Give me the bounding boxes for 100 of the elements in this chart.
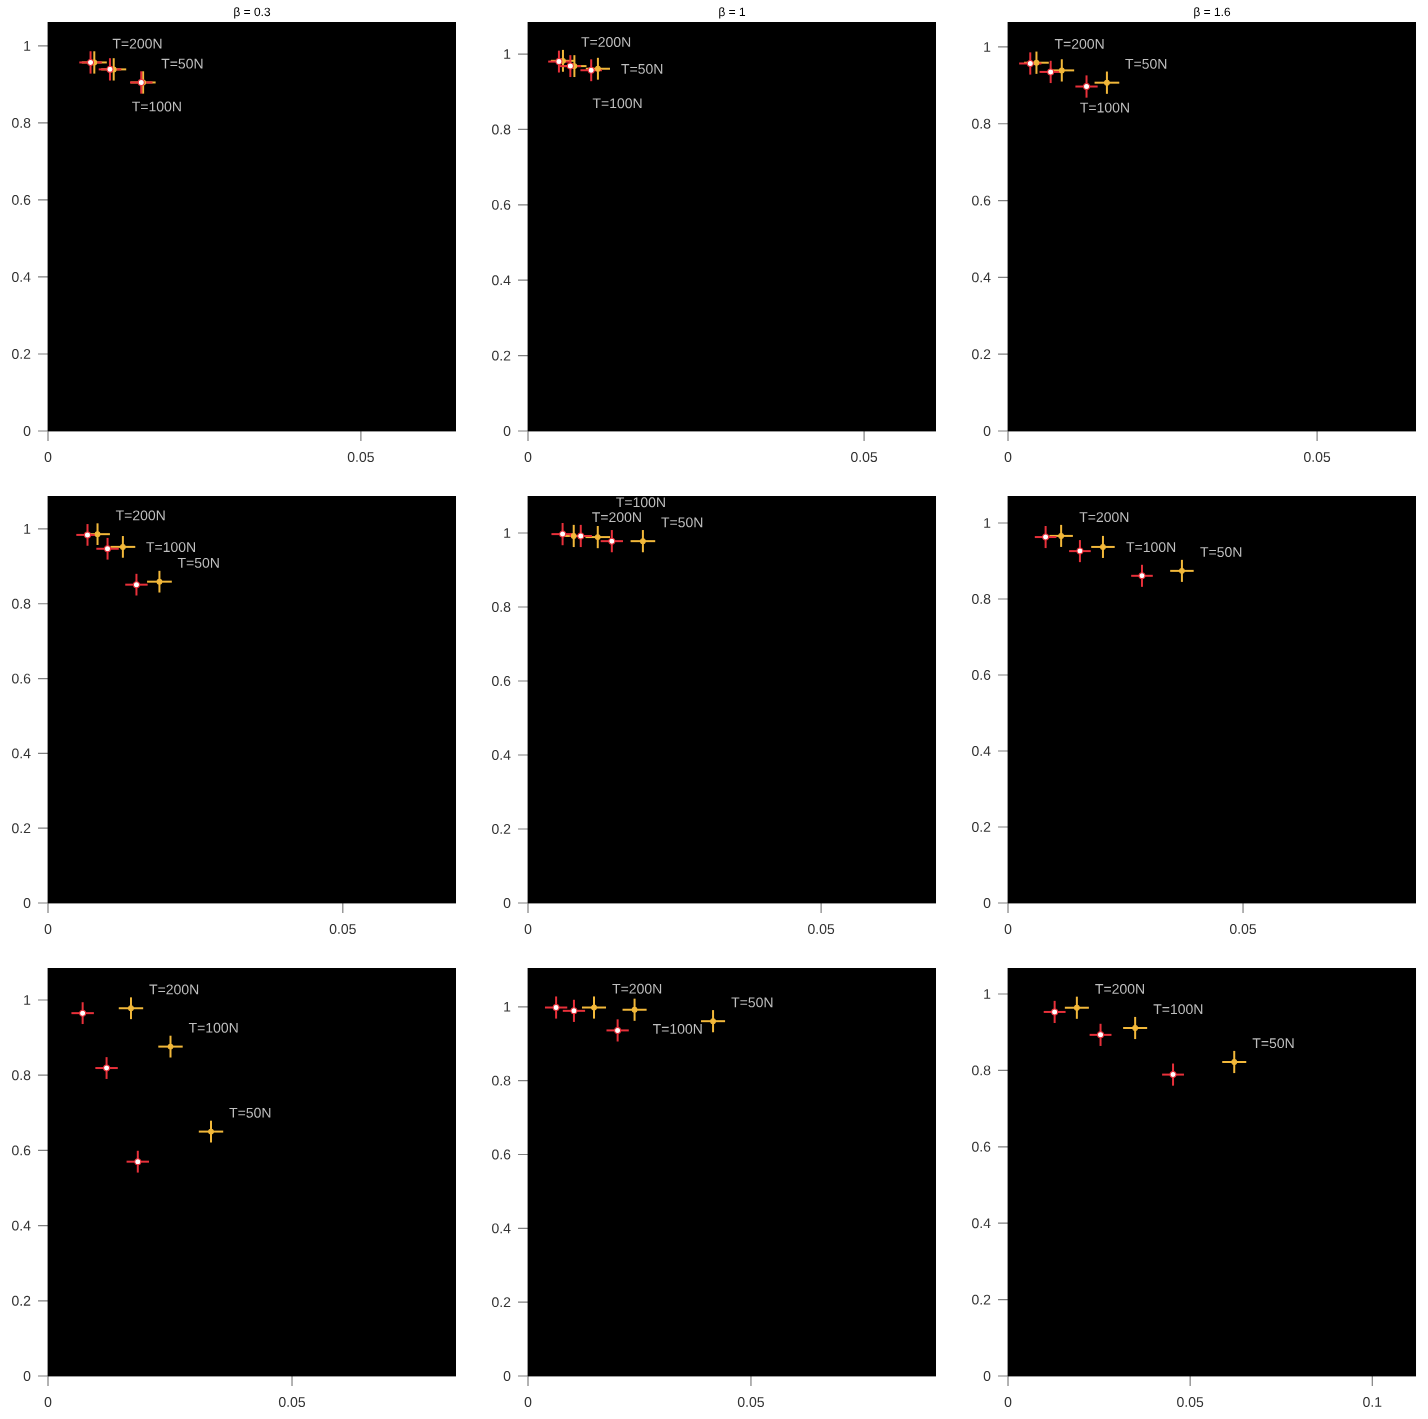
- point: [1051, 1008, 1059, 1016]
- chart-title: β = 0.3: [234, 7, 271, 19]
- y-tick-label: 0.6: [972, 670, 991, 680]
- annotation: T=100N: [1080, 102, 1129, 113]
- annotation: T=50N: [1125, 58, 1167, 69]
- x-tick-label: 0.05: [1229, 924, 1257, 934]
- point: [1042, 533, 1050, 541]
- y-tick-label: 0.4: [492, 1223, 511, 1234]
- point: [1138, 572, 1146, 580]
- y-tick-label: 0.2: [972, 349, 991, 360]
- x-tick-label: 0.05: [1304, 452, 1331, 462]
- y-tick-label: 0: [983, 898, 991, 908]
- y-tick-label: 1: [504, 528, 511, 538]
- y-tick-label: 0.8: [972, 118, 991, 129]
- y-tick-label: 0.2: [12, 349, 31, 359]
- chart-title: β = 1.6: [1194, 7, 1231, 19]
- y-tick-label: 0.4: [972, 1218, 991, 1229]
- x-tick-label: 0.05: [851, 452, 878, 462]
- x-tick-label: 0: [524, 924, 532, 934]
- y-tick-label: 0.8: [972, 1065, 991, 1076]
- y-tick-label: 0.4: [12, 272, 31, 282]
- point: [1100, 544, 1106, 550]
- annotation: T=200N: [112, 38, 162, 49]
- y-tick-label: 0: [503, 898, 511, 908]
- y-tick-label: 1: [24, 995, 31, 1005]
- y-tick-label: 0.4: [12, 748, 31, 759]
- annotation: T=100N: [188, 1022, 238, 1033]
- point: [1058, 533, 1065, 539]
- y-tick-label: 1: [504, 49, 511, 59]
- y-tick-label: 0: [983, 426, 991, 436]
- x-tick-label: 0.1: [1363, 1397, 1382, 1407]
- annotation: T=50N: [161, 58, 203, 69]
- annotation: T=200N: [1054, 38, 1104, 49]
- point: [1132, 1025, 1139, 1031]
- annotation: T=50N: [1200, 547, 1242, 557]
- point: [1097, 1031, 1105, 1039]
- point: [104, 545, 112, 553]
- annotation: T=200N: [592, 512, 641, 523]
- annotation: T=100N: [592, 98, 642, 109]
- y-tick-label: 0.6: [492, 199, 511, 210]
- y-tick-label: 0.8: [12, 598, 31, 609]
- y-tick-label: 0.6: [12, 673, 31, 684]
- annotation: T=100N: [132, 101, 181, 112]
- y-tick-label: 0: [23, 898, 31, 908]
- annotation: T=200N: [581, 37, 631, 47]
- x-tick-label: 0: [1004, 924, 1012, 934]
- y-tick-label: 1: [984, 989, 991, 999]
- annotation: T=50N: [229, 1107, 271, 1118]
- y-tick-label: 0.8: [972, 594, 991, 604]
- annotation: T=50N: [1252, 1038, 1294, 1049]
- y-tick-label: 0.4: [972, 272, 991, 283]
- point: [128, 1005, 134, 1012]
- y-tick-label: 0.8: [492, 602, 511, 612]
- annotation: T=50N: [731, 997, 773, 1008]
- x-tick-label: 0.05: [329, 924, 356, 934]
- x-tick-label: 0.05: [737, 1397, 764, 1407]
- annotation: T=50N: [177, 557, 219, 568]
- y-tick-label: 0.6: [492, 676, 511, 686]
- y-tick-label: 0.2: [972, 1294, 991, 1305]
- point: [167, 1043, 174, 1050]
- x-tick-label: 0: [44, 1397, 52, 1407]
- y-tick-label: 0.8: [12, 1070, 31, 1081]
- y-tick-label: 0.8: [492, 1075, 511, 1086]
- point: [1076, 547, 1084, 555]
- annotation: T=100N: [652, 1023, 702, 1034]
- y-tick-label: 0: [23, 426, 31, 436]
- y-tick-label: 1: [24, 524, 31, 534]
- x-tick-label: 0.05: [1177, 1397, 1204, 1407]
- y-tick-label: 0: [23, 1371, 31, 1381]
- annotation: T=200N: [1095, 983, 1144, 994]
- y-tick-label: 0.2: [492, 350, 511, 361]
- point: [1073, 1004, 1080, 1011]
- point: [156, 578, 163, 585]
- point: [84, 531, 92, 539]
- annotation: T=100N: [1153, 1004, 1203, 1015]
- chart-title: β = 1: [719, 7, 746, 19]
- point: [132, 581, 140, 589]
- annotation: T=50N: [621, 63, 663, 74]
- x-tick-label: 0: [524, 452, 532, 462]
- point: [1231, 1059, 1238, 1065]
- y-tick-label: 1: [984, 42, 991, 52]
- y-tick-label: 0.2: [492, 824, 511, 834]
- y-tick-label: 1: [984, 518, 991, 528]
- annotation: T=200N: [1079, 512, 1129, 523]
- y-tick-label: 0: [503, 426, 511, 436]
- point: [1169, 1071, 1177, 1079]
- point: [1179, 567, 1185, 574]
- x-tick-label: 0: [1004, 452, 1012, 462]
- y-tick-label: 0.6: [12, 1145, 31, 1156]
- annotation: T=200N: [115, 510, 165, 521]
- y-tick-label: 0.2: [492, 1297, 511, 1308]
- y-tick-label: 1: [504, 1001, 511, 1012]
- point: [119, 543, 126, 550]
- y-tick-label: 1: [24, 41, 31, 51]
- y-tick-label: 0: [503, 1371, 511, 1381]
- y-tick-label: 0: [983, 1371, 991, 1381]
- point: [94, 531, 101, 538]
- x-tick-label: 0.05: [347, 452, 374, 462]
- y-tick-label: 0.4: [492, 275, 511, 286]
- x-tick-label: 0: [524, 1397, 532, 1407]
